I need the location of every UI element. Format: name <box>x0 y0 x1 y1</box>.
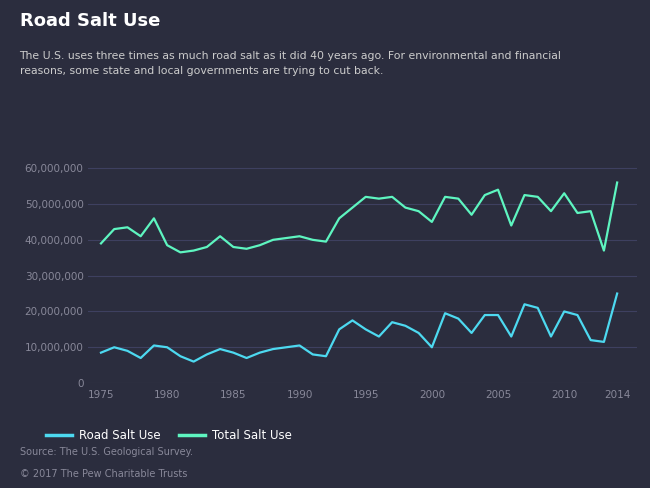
Legend: Road Salt Use, Total Salt Use: Road Salt Use, Total Salt Use <box>42 425 296 447</box>
Text: Source: The U.S. Geological Survey.: Source: The U.S. Geological Survey. <box>20 447 192 456</box>
Text: The U.S. uses three times as much road salt as it did 40 years ago. For environm: The U.S. uses three times as much road s… <box>20 51 562 76</box>
Text: Road Salt Use: Road Salt Use <box>20 12 160 30</box>
Text: © 2017 The Pew Charitable Trusts: © 2017 The Pew Charitable Trusts <box>20 469 187 479</box>
